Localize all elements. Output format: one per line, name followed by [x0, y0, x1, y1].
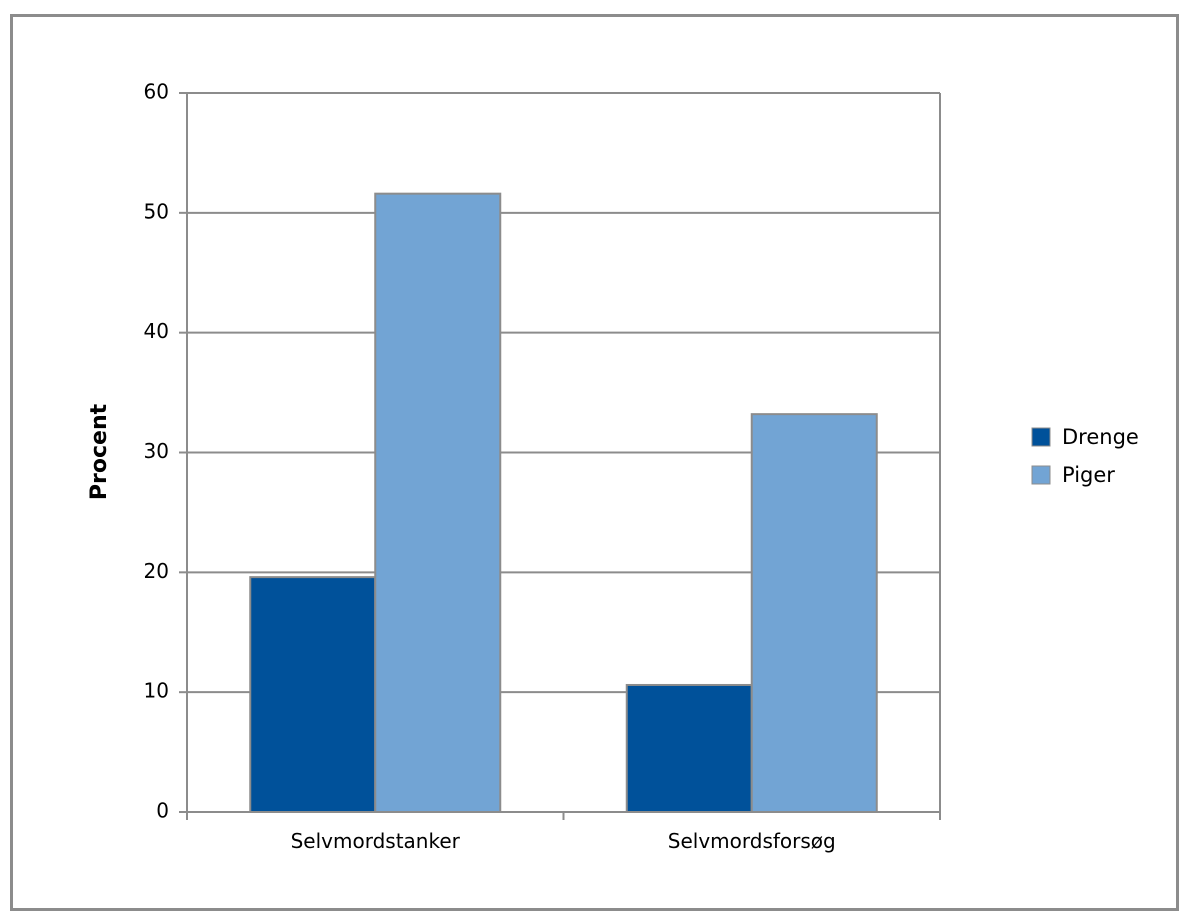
chart-frame — [10, 14, 1179, 911]
bar-piger-0 — [374, 192, 502, 814]
x-category-label: Selvmordsforsøg — [668, 829, 836, 853]
bar-drenge-1 — [625, 683, 753, 814]
axes — [179, 92, 941, 820]
legend-swatch-drenge — [1031, 427, 1051, 447]
y-tick-label: 60 — [144, 80, 169, 104]
y-tick-label: 50 — [144, 199, 169, 223]
x-category-labels: Selvmordstanker Selvmordsforsøg — [291, 829, 836, 853]
y-tick-label: 40 — [144, 319, 169, 343]
bar-drenge-0 — [249, 576, 377, 813]
legend: Drenge Piger — [1031, 425, 1139, 487]
legend-swatch-piger — [1031, 465, 1051, 485]
y-tick-label: 10 — [144, 679, 169, 703]
y-tick-labels: 0 10 20 30 40 50 60 — [144, 80, 169, 823]
y-tick-label: 0 — [156, 799, 169, 823]
legend-label-drenge: Drenge — [1062, 425, 1139, 449]
x-category-label: Selvmordstanker — [291, 829, 461, 853]
bar-piger-1 — [750, 413, 878, 813]
bars — [249, 192, 878, 814]
y-tick-label: 30 — [144, 439, 169, 463]
y-axis-title: Procent — [87, 403, 112, 500]
y-tick-label: 20 — [144, 559, 169, 583]
legend-label-piger: Piger — [1062, 463, 1115, 487]
